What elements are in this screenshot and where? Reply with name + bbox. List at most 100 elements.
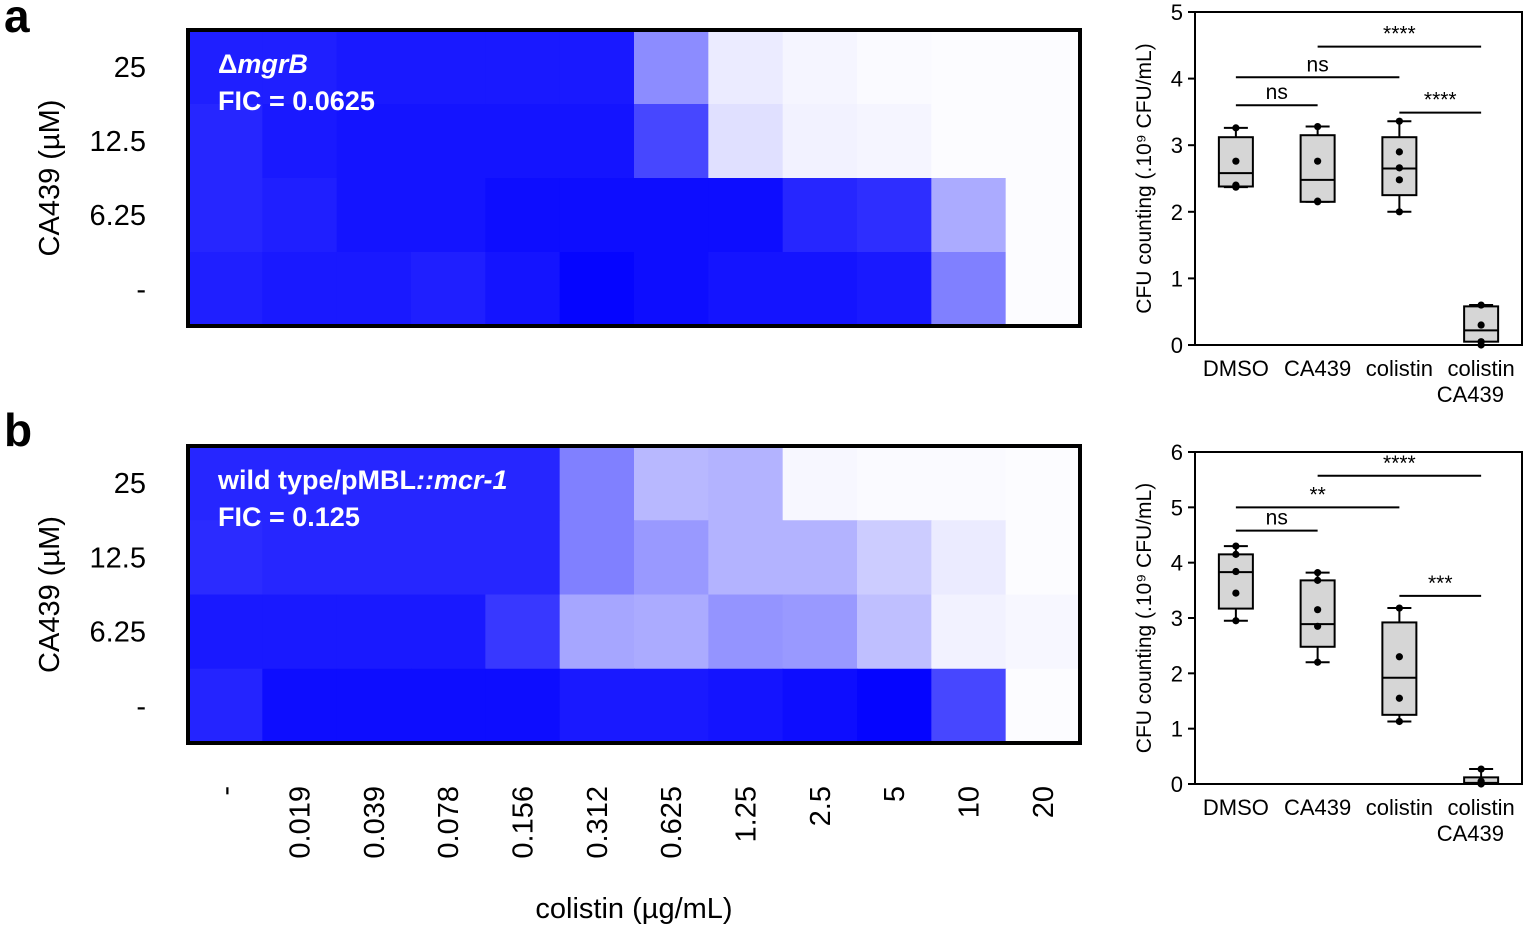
data-point — [1232, 181, 1240, 189]
heatmap-cell — [931, 520, 1007, 596]
significance-label: ns — [1307, 53, 1329, 76]
heatmap-cell — [708, 446, 784, 521]
heatmap-cell — [336, 178, 412, 253]
heatmap-cell — [336, 104, 412, 179]
row-tick-label: 25 — [114, 52, 146, 84]
heatmap-cell — [485, 594, 561, 670]
data-point — [1477, 338, 1485, 346]
heatmap-cell — [188, 104, 263, 179]
heatmap-cell — [262, 520, 338, 596]
heatmap-cell — [411, 520, 486, 596]
heatmap-cell — [485, 520, 561, 596]
strain-name: ::mcr-1 — [416, 465, 508, 495]
category-label: colistin — [1366, 356, 1433, 381]
column-tick-label: 2.5 — [805, 786, 837, 826]
y-tick-label: 4 — [1171, 67, 1183, 92]
y-tick-label: 1 — [1171, 717, 1183, 742]
heatmap-cell — [336, 252, 412, 327]
heatmap-cell — [262, 30, 338, 105]
heatmap-x-axis-label: colistin (µg/mL) — [535, 893, 732, 925]
heatmap-cell — [485, 30, 561, 105]
boxplot-a: 0 1 2 3 4 5 CFU counting (.10⁹ CFU/mL) DMSO CA43… — [1133, 0, 1523, 407]
box — [1381, 136, 1418, 197]
heatmap-cell — [411, 668, 486, 744]
heatmap-cell — [634, 446, 709, 521]
row-tick-label: 6.25 — [90, 200, 146, 232]
heatmap-strain-title: ΔmgrB — [218, 49, 308, 79]
heatmap-cell — [188, 594, 263, 670]
row-tick-label: 6.25 — [90, 617, 146, 649]
data-point — [1232, 157, 1240, 165]
data-point — [1477, 321, 1485, 329]
panel-label-b: b — [4, 404, 32, 456]
row-tick-label: - — [136, 691, 146, 723]
column-tick-label: 10 — [954, 786, 986, 818]
data-point — [1395, 208, 1403, 216]
heatmap-cell — [931, 446, 1007, 521]
heatmap-cell — [262, 668, 338, 744]
heatmap-cell — [262, 178, 338, 253]
heatmap-cell — [336, 594, 412, 670]
strain-prefix: wild type/pMBL — [217, 465, 416, 495]
data-point — [1232, 617, 1240, 625]
heatmap-a: 25 12.5 6.25 - CA439 (µM) ΔmgrB FIC = 0.0625 — [34, 28, 1082, 328]
heatmap-cell — [931, 104, 1007, 179]
significance-label: ns — [1266, 507, 1288, 530]
heatmap-cell — [485, 446, 561, 521]
significance-label: **** — [1383, 23, 1416, 46]
category-label: CA439 — [1284, 356, 1351, 381]
boxplot-b: 0 1 2 3 4 5 6 CFU counting (.10⁹ CFU/mL) DMSO CA4… — [1133, 440, 1523, 846]
heatmap-cell — [857, 104, 932, 179]
heatmap-cell — [708, 178, 784, 253]
data-point — [1395, 117, 1403, 125]
heatmap-cell — [336, 30, 412, 105]
heatmap-y-axis-label: CA439 (µM) — [34, 100, 66, 257]
column-tick-label: 1.25 — [731, 786, 763, 842]
heatmap-cell — [782, 520, 858, 596]
y-tick-label: 5 — [1171, 495, 1183, 520]
heatmap-cell — [485, 252, 561, 327]
data-point — [1395, 176, 1403, 184]
significance-label: **** — [1383, 452, 1416, 475]
heatmap-cell — [1005, 594, 1081, 670]
heatmap-cell — [634, 252, 709, 327]
category-label: colistin — [1366, 795, 1433, 820]
data-point — [1395, 148, 1403, 156]
heatmap-cell — [411, 178, 486, 253]
data-point — [1232, 567, 1240, 576]
heatmap-cell — [188, 252, 263, 327]
heatmap-cell — [782, 178, 858, 253]
heatmap-cell — [931, 252, 1007, 327]
column-tick-label: 5 — [879, 786, 911, 802]
column-tick-label: 0.625 — [656, 786, 688, 859]
data-point — [1314, 622, 1322, 630]
heatmap-cell — [857, 520, 932, 596]
heatmap-cell — [931, 668, 1007, 744]
heatmap-cell — [188, 446, 263, 521]
box — [1299, 579, 1336, 648]
heatmap-cell — [857, 178, 932, 253]
y-tick-label: 0 — [1171, 772, 1183, 797]
heatmap-cell — [782, 594, 858, 670]
strain-name: mgrB — [237, 49, 308, 79]
heatmap-cell — [931, 178, 1007, 253]
heatmap-cell — [559, 104, 635, 179]
category-label: DMSO — [1203, 795, 1269, 820]
heatmap-cell — [1005, 520, 1081, 596]
row-tick-label: 25 — [114, 468, 146, 500]
data-point — [1314, 576, 1322, 584]
heatmap-cell — [411, 594, 486, 670]
y-tick-label: 1 — [1171, 266, 1183, 291]
category-label: CA439 — [1437, 821, 1504, 846]
heatmap-cell — [188, 178, 263, 253]
significance-label: *** — [1428, 572, 1453, 595]
heatmap-cell — [634, 520, 709, 596]
significance-label: ns — [1266, 81, 1288, 104]
heatmap-cell — [1005, 252, 1081, 327]
significance-label: **** — [1424, 89, 1457, 112]
data-point — [1232, 589, 1240, 597]
heatmap-cell — [1005, 30, 1081, 105]
row-tick-label: 12.5 — [90, 126, 146, 158]
